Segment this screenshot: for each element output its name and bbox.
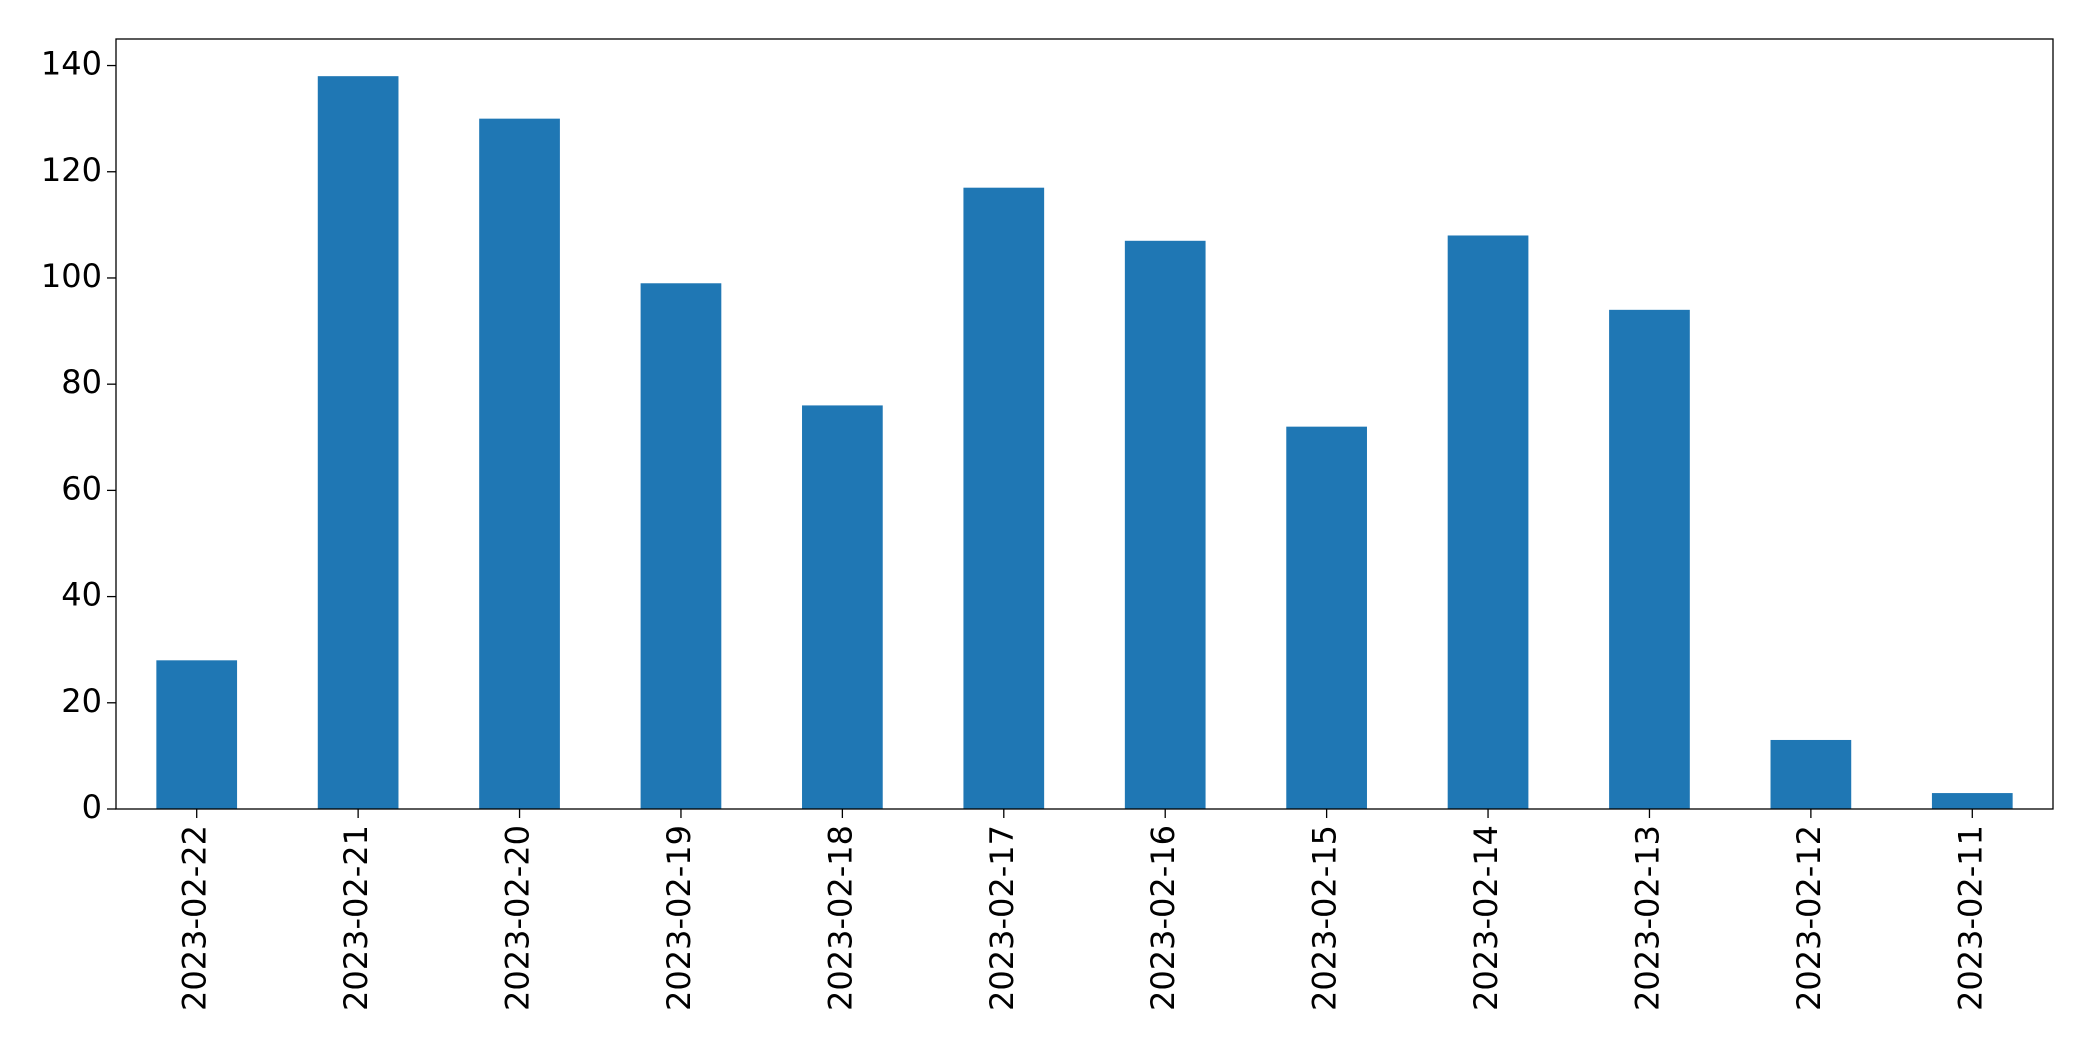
x-tick-label: 2023-02-14 — [1467, 825, 1505, 1011]
x-tick-label: 2023-02-22 — [176, 825, 214, 1011]
y-tick-label: 20 — [61, 682, 102, 720]
bar — [1286, 426, 1367, 809]
bar — [156, 660, 238, 809]
bar — [963, 187, 1045, 810]
x-tick-label: 2023-02-12 — [1790, 825, 1828, 1011]
bar — [802, 405, 883, 809]
x-tick-label: 2023-02-16 — [1144, 825, 1182, 1011]
x-tick-label: 2023-02-19 — [660, 825, 698, 1011]
x-tick-label: 2023-02-20 — [499, 825, 537, 1011]
bar — [640, 283, 722, 809]
bar — [1609, 309, 1690, 809]
bar — [1931, 793, 2013, 809]
x-tick-label: 2023-02-13 — [1628, 825, 1666, 1011]
plot-frame — [115, 38, 2054, 810]
bar — [317, 76, 399, 809]
y-tick-label: 60 — [61, 469, 102, 507]
y-tick-label: 40 — [61, 576, 102, 614]
y-tick-label: 80 — [61, 363, 102, 401]
x-tick-label: 2023-02-15 — [1306, 825, 1344, 1011]
bar — [479, 118, 560, 810]
bar — [1124, 240, 1206, 810]
x-tick-label: 2023-02-11 — [1951, 825, 1989, 1011]
y-tick-label: 140 — [41, 45, 102, 83]
bar — [1447, 235, 1529, 809]
x-tick-label: 2023-02-18 — [821, 825, 859, 1011]
x-tick-label: 2023-02-21 — [337, 825, 375, 1011]
x-tick-label: 2023-02-17 — [983, 825, 1021, 1011]
bar — [1770, 739, 1852, 809]
y-tick-label: 0 — [82, 788, 102, 826]
y-tick-label: 100 — [41, 257, 102, 295]
y-tick-label: 120 — [41, 151, 102, 189]
